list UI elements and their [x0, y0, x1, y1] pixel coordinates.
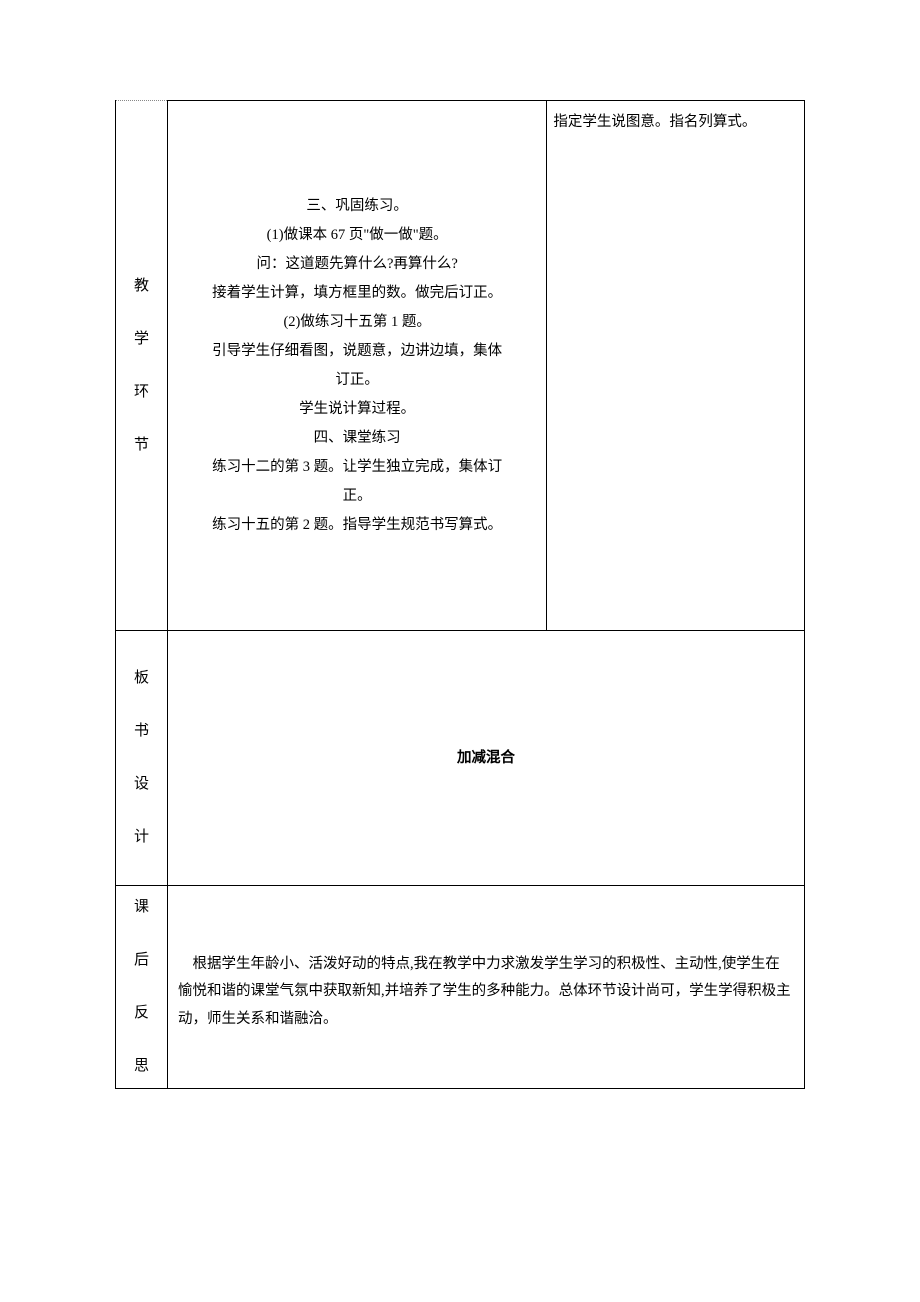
- label-char: 思: [134, 1053, 149, 1080]
- content-line: (1)做课本 67 页"做一做"题。: [174, 221, 540, 250]
- content-line: 练习十五的第 2 题。指导学生规范书写算式。: [174, 511, 540, 540]
- content-line: 接着学生计算，填方框里的数。做完后订正。: [174, 279, 540, 308]
- teaching-notes-cell: 指定学生说图意。指名列算式。: [547, 101, 805, 631]
- lesson-plan-table: 教 学 环 节 三、巩固练习。 (1)做课本 67 页"做一做"题。 问：这道题…: [115, 100, 805, 1089]
- board-design-label-cell: 板 书 设 计: [116, 631, 168, 886]
- content-line: 四、课堂练习: [174, 424, 540, 453]
- board-design-title: 加减混合: [174, 745, 798, 771]
- teaching-process-row: 教 学 环 节 三、巩固练习。 (1)做课本 67 页"做一做"题。 问：这道题…: [116, 101, 805, 631]
- content-line: 正。: [174, 482, 540, 511]
- label-char: 学: [134, 326, 149, 353]
- teaching-process-label: 教 学 环 节: [122, 273, 161, 459]
- board-design-content-cell: 加减混合: [167, 631, 804, 886]
- label-char: 反: [134, 1000, 149, 1027]
- reflection-row: 课 后 反 思 根据学生年龄小、活泼好动的特点,我在教学中力求激发学生学习的积极…: [116, 886, 805, 1089]
- content-line: 引导学生仔细看图，说题意，边讲边填，集体: [174, 337, 540, 366]
- reflection-content: 根据学生年龄小、活泼好动的特点,我在教学中力求激发学生学习的积极性、主动性,使学…: [174, 921, 798, 1054]
- board-design-label: 板 书 设 计: [122, 665, 161, 851]
- content-line: 三、巩固练习。: [174, 192, 540, 221]
- content-line: 订正。: [174, 366, 540, 395]
- label-char: 板: [134, 665, 149, 692]
- label-char: 设: [134, 771, 149, 798]
- label-char: 课: [134, 894, 149, 921]
- reflection-label-cell: 课 后 反 思: [116, 886, 168, 1089]
- label-char: 教: [134, 273, 149, 300]
- content-line: 学生说计算过程。: [174, 395, 540, 424]
- label-char: 书: [134, 718, 149, 745]
- reflection-label: 课 后 反 思: [122, 894, 161, 1080]
- label-char: 环: [134, 379, 149, 406]
- board-design-row: 板 书 设 计 加减混合: [116, 631, 805, 886]
- content-line: (2)做练习十五第 1 题。: [174, 308, 540, 337]
- label-char: 节: [134, 432, 149, 459]
- reflection-line: 根据学生年龄小、活泼好动的特点,我在教学中力求激发学生学习的积极性、主动性,使学…: [178, 951, 794, 1034]
- teaching-process-label-cell: 教 学 环 节: [116, 101, 168, 631]
- content-line: 练习十二的第 3 题。让学生独立完成，集体订: [174, 453, 540, 482]
- content-line: 问：这道题先算什么?再算什么?: [174, 250, 540, 279]
- label-char: 计: [134, 824, 149, 851]
- teaching-process-content-cell: 三、巩固练习。 (1)做课本 67 页"做一做"题。 问：这道题先算什么?再算什…: [167, 101, 546, 631]
- label-char: 后: [134, 947, 149, 974]
- reflection-content-cell: 根据学生年龄小、活泼好动的特点,我在教学中力求激发学生学习的积极性、主动性,使学…: [167, 886, 804, 1089]
- teaching-process-content: 三、巩固练习。 (1)做课本 67 页"做一做"题。 问：这道题先算什么?再算什…: [174, 192, 540, 540]
- teaching-notes-text: 指定学生说图意。指名列算式。: [553, 114, 756, 130]
